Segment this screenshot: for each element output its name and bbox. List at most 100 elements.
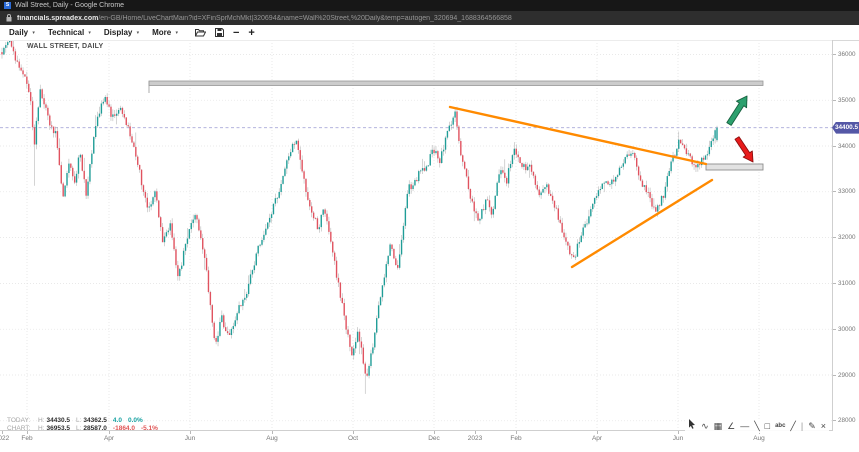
chart-change-pct: -5.1% xyxy=(140,425,158,432)
chevron-down-icon: ▾ xyxy=(136,30,140,36)
x-axis-label: Oct xyxy=(347,435,359,442)
y-axis-label: 35000 xyxy=(838,96,856,104)
url-text: financials.spreadex.com/en-GB/Home/LiveC… xyxy=(17,15,512,22)
support-zone[interactable] xyxy=(705,163,764,171)
candles xyxy=(1,40,718,394)
x-axis-label: Apr xyxy=(591,435,603,442)
x-axis-tick xyxy=(27,431,28,434)
chart-label: CHART: xyxy=(7,425,31,432)
low-key: L: xyxy=(76,425,82,432)
cursor-icon xyxy=(689,419,696,429)
low-key: L: xyxy=(76,417,82,424)
tool-text-button[interactable]: abc xyxy=(775,422,786,429)
toolbar-divider: | xyxy=(800,420,804,431)
y-axis-label: 29000 xyxy=(838,371,856,379)
y-axis-tick xyxy=(833,328,836,330)
chart-change: -1864.0 xyxy=(112,425,135,432)
instrument-watermark: WALL STREET, DAILY xyxy=(27,43,104,50)
save-icon xyxy=(214,28,224,37)
arrow-up[interactable] xyxy=(726,95,748,126)
y-axis: 36000 35000 34000 33000 32000 31000 30000 29000… xyxy=(833,40,859,446)
x-axis-tick xyxy=(272,431,273,434)
y-axis-tick xyxy=(833,191,836,193)
y-axis-tick xyxy=(833,282,836,284)
menu-group: Daily ▾ Technical ▾ Display ▾ More ▾ xyxy=(9,28,178,37)
tool-rectangle-button[interactable]: □ xyxy=(764,420,771,431)
status-row-today: TODAY: H: 34430.5 L: 34362.5 4.0 0.0% xyxy=(7,417,158,425)
current-price-badge: 34400.5 xyxy=(832,121,859,134)
tool-close-button[interactable]: × xyxy=(820,420,826,431)
y-axis-tick xyxy=(833,99,836,101)
url-path: /en-GB/Home/LiveChartMain?id=XFinSprMchM… xyxy=(98,14,512,22)
y-axis-label: 31000 xyxy=(838,279,856,287)
zoom-in-button[interactable]: + xyxy=(248,26,255,39)
menubar-icons: − + xyxy=(194,26,255,39)
x-axis-tick xyxy=(109,431,110,434)
drawing-toolbar: ∿ ▦ ∠ — ╲ □ abc ╱ | ✎ × xyxy=(685,419,829,433)
padlock-icon xyxy=(6,14,12,22)
status-row-chart: CHART: H: 36953.5 L: 28587.0 -1864.0 -5.1% xyxy=(7,425,158,433)
chart-canvas[interactable] xyxy=(0,40,833,431)
trendline-ascending[interactable] xyxy=(570,178,714,269)
x-axis-label: Feb xyxy=(510,435,522,442)
save-button[interactable] xyxy=(214,28,224,37)
x-axis-label: Dec xyxy=(428,435,440,442)
y-axis-label: 33000 xyxy=(838,188,856,196)
y-axis-label: 30000 xyxy=(838,325,856,333)
x-axis-tick xyxy=(475,431,476,434)
x-axis: 2022 Feb Apr Jun Aug Oct Dec 2023 Feb Apr Jun Aug xyxy=(0,431,833,446)
zoom-out-button[interactable]: − xyxy=(232,26,240,39)
tool-fan-button[interactable]: ∠ xyxy=(727,420,736,431)
tool-segment-button[interactable]: ╲ xyxy=(754,420,760,431)
window-titlebar: S Wall Street, Daily - Google Chrome xyxy=(0,0,859,11)
trendline-descending[interactable] xyxy=(448,105,708,166)
y-axis-tick xyxy=(833,53,836,55)
y-axis-tick xyxy=(833,374,836,376)
chevron-down-icon: ▾ xyxy=(175,30,178,36)
tool-diagonal-line-button[interactable]: ╱ xyxy=(790,420,796,431)
tool-curve-button[interactable]: ∿ xyxy=(701,420,709,431)
menu-daily[interactable]: Daily ▾ xyxy=(9,28,35,37)
tool-cursor-button[interactable] xyxy=(688,419,696,433)
x-axis-label: Jun xyxy=(184,435,196,442)
x-axis-tick xyxy=(190,431,191,434)
tool-grid-button[interactable]: ▦ xyxy=(713,420,723,431)
x-axis-label: 2022 xyxy=(0,435,10,442)
y-axis-label: 28000 xyxy=(838,417,856,425)
y-axis-label: 34000 xyxy=(838,142,856,150)
menu-display[interactable]: Display ▾ xyxy=(103,28,140,37)
x-axis-label: Jun xyxy=(672,435,684,442)
status-readout: TODAY: H: 34430.5 L: 34362.5 4.0 0.0% CHAR… xyxy=(7,417,158,433)
x-axis-label: Apr xyxy=(103,435,115,442)
x-axis-label: Feb xyxy=(21,435,33,442)
high-key: H: xyxy=(38,417,45,424)
x-axis-tick xyxy=(516,431,517,434)
today-label: TODAY: xyxy=(7,417,31,424)
tool-pen-button[interactable]: ✎ xyxy=(808,420,816,431)
x-axis-tick xyxy=(434,431,435,434)
tool-horizontal-line-button[interactable]: — xyxy=(740,420,750,431)
window-title: Wall Street, Daily - Google Chrome xyxy=(15,2,125,9)
x-axis-tick xyxy=(597,431,598,434)
address-bar[interactable]: financials.spreadex.com/en-GB/Home/LiveC… xyxy=(0,11,859,25)
chevron-down-icon: ▾ xyxy=(32,30,35,36)
today-change-pct: 0.0% xyxy=(127,417,143,424)
price-chart[interactable] xyxy=(0,40,833,431)
menu-technical[interactable]: Technical ▾ xyxy=(47,28,91,37)
y-axis-tick xyxy=(833,237,836,239)
arrow-down[interactable] xyxy=(734,136,754,163)
today-change: 4.0 xyxy=(112,417,122,424)
today-high: 34430.5 xyxy=(46,417,71,424)
menu-more[interactable]: More ▾ xyxy=(152,28,178,37)
high-key: H: xyxy=(38,425,45,432)
chart-low: 28587.0 xyxy=(83,425,107,432)
y-axis-label: 36000 xyxy=(838,50,856,58)
y-axis-tick xyxy=(833,420,836,422)
today-low: 34362.5 xyxy=(83,417,107,424)
resistance-zone[interactable] xyxy=(148,80,764,86)
chevron-down-icon: ▾ xyxy=(88,30,91,36)
x-axis-label: Aug xyxy=(753,435,765,442)
x-axis-tick xyxy=(353,431,354,434)
url-domain: financials.spreadex.com xyxy=(17,14,99,22)
open-chart-button[interactable] xyxy=(194,28,206,37)
